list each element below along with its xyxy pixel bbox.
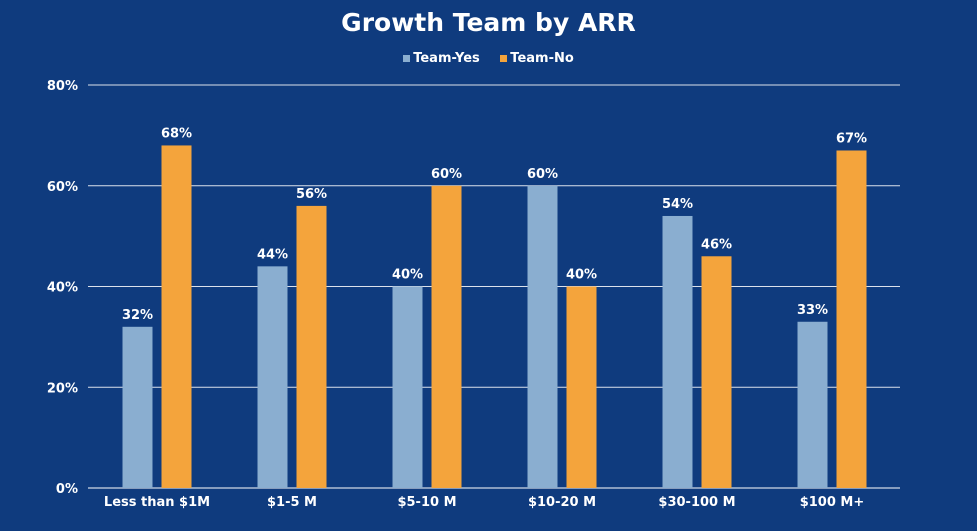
x-tick-label: $1-5 M <box>267 495 317 510</box>
data-label: 54% <box>662 197 693 212</box>
y-tick-label: 0% <box>56 482 78 497</box>
bar-team-no <box>701 256 732 488</box>
bar-team-yes <box>527 185 558 488</box>
x-tick-label: $5-10 M <box>397 495 456 510</box>
data-label: 60% <box>527 167 558 182</box>
data-label: 60% <box>431 167 462 182</box>
y-tick-label: 20% <box>47 381 78 396</box>
y-tick-label: 40% <box>47 281 78 296</box>
legend-item-team-no: Team-No <box>500 51 574 66</box>
legend-swatch-team-yes <box>403 55 411 62</box>
bar-team-yes <box>662 215 693 488</box>
bar-team-yes <box>122 326 153 488</box>
data-label: 46% <box>701 237 732 252</box>
chart-title: Growth Team by ARR <box>341 8 636 37</box>
data-label: 56% <box>296 187 327 202</box>
data-label: 32% <box>122 308 153 323</box>
bar-team-no <box>161 145 192 488</box>
data-label: 40% <box>392 268 423 283</box>
data-label: 33% <box>797 303 828 318</box>
legend-swatch-team-no <box>500 55 508 62</box>
legend-label: Team-No <box>510 51 574 66</box>
bar-team-no <box>836 150 867 489</box>
x-tick-label: $30-100 M <box>658 495 735 510</box>
bar-team-yes <box>797 321 828 488</box>
legend-label: Team-Yes <box>413 51 480 66</box>
data-label: 67% <box>836 131 867 146</box>
x-tick-label: $100 M+ <box>800 495 865 510</box>
legend-item-team-yes: Team-Yes <box>403 51 480 66</box>
x-tick-label: Less than $1M <box>104 495 210 510</box>
bar-team-yes <box>257 266 288 488</box>
bar-team-no <box>296 205 327 488</box>
y-tick-label: 60% <box>47 180 78 195</box>
data-label: 44% <box>257 247 288 262</box>
bar-team-no <box>566 286 597 488</box>
legend: Team-Yes Team-No <box>0 51 977 66</box>
bar-team-yes <box>392 286 423 488</box>
y-tick-label: 80% <box>47 79 78 94</box>
bar-team-no <box>431 185 462 488</box>
data-label: 68% <box>161 126 192 141</box>
data-label: 40% <box>566 268 597 283</box>
x-tick-label: $10-20 M <box>528 495 596 510</box>
